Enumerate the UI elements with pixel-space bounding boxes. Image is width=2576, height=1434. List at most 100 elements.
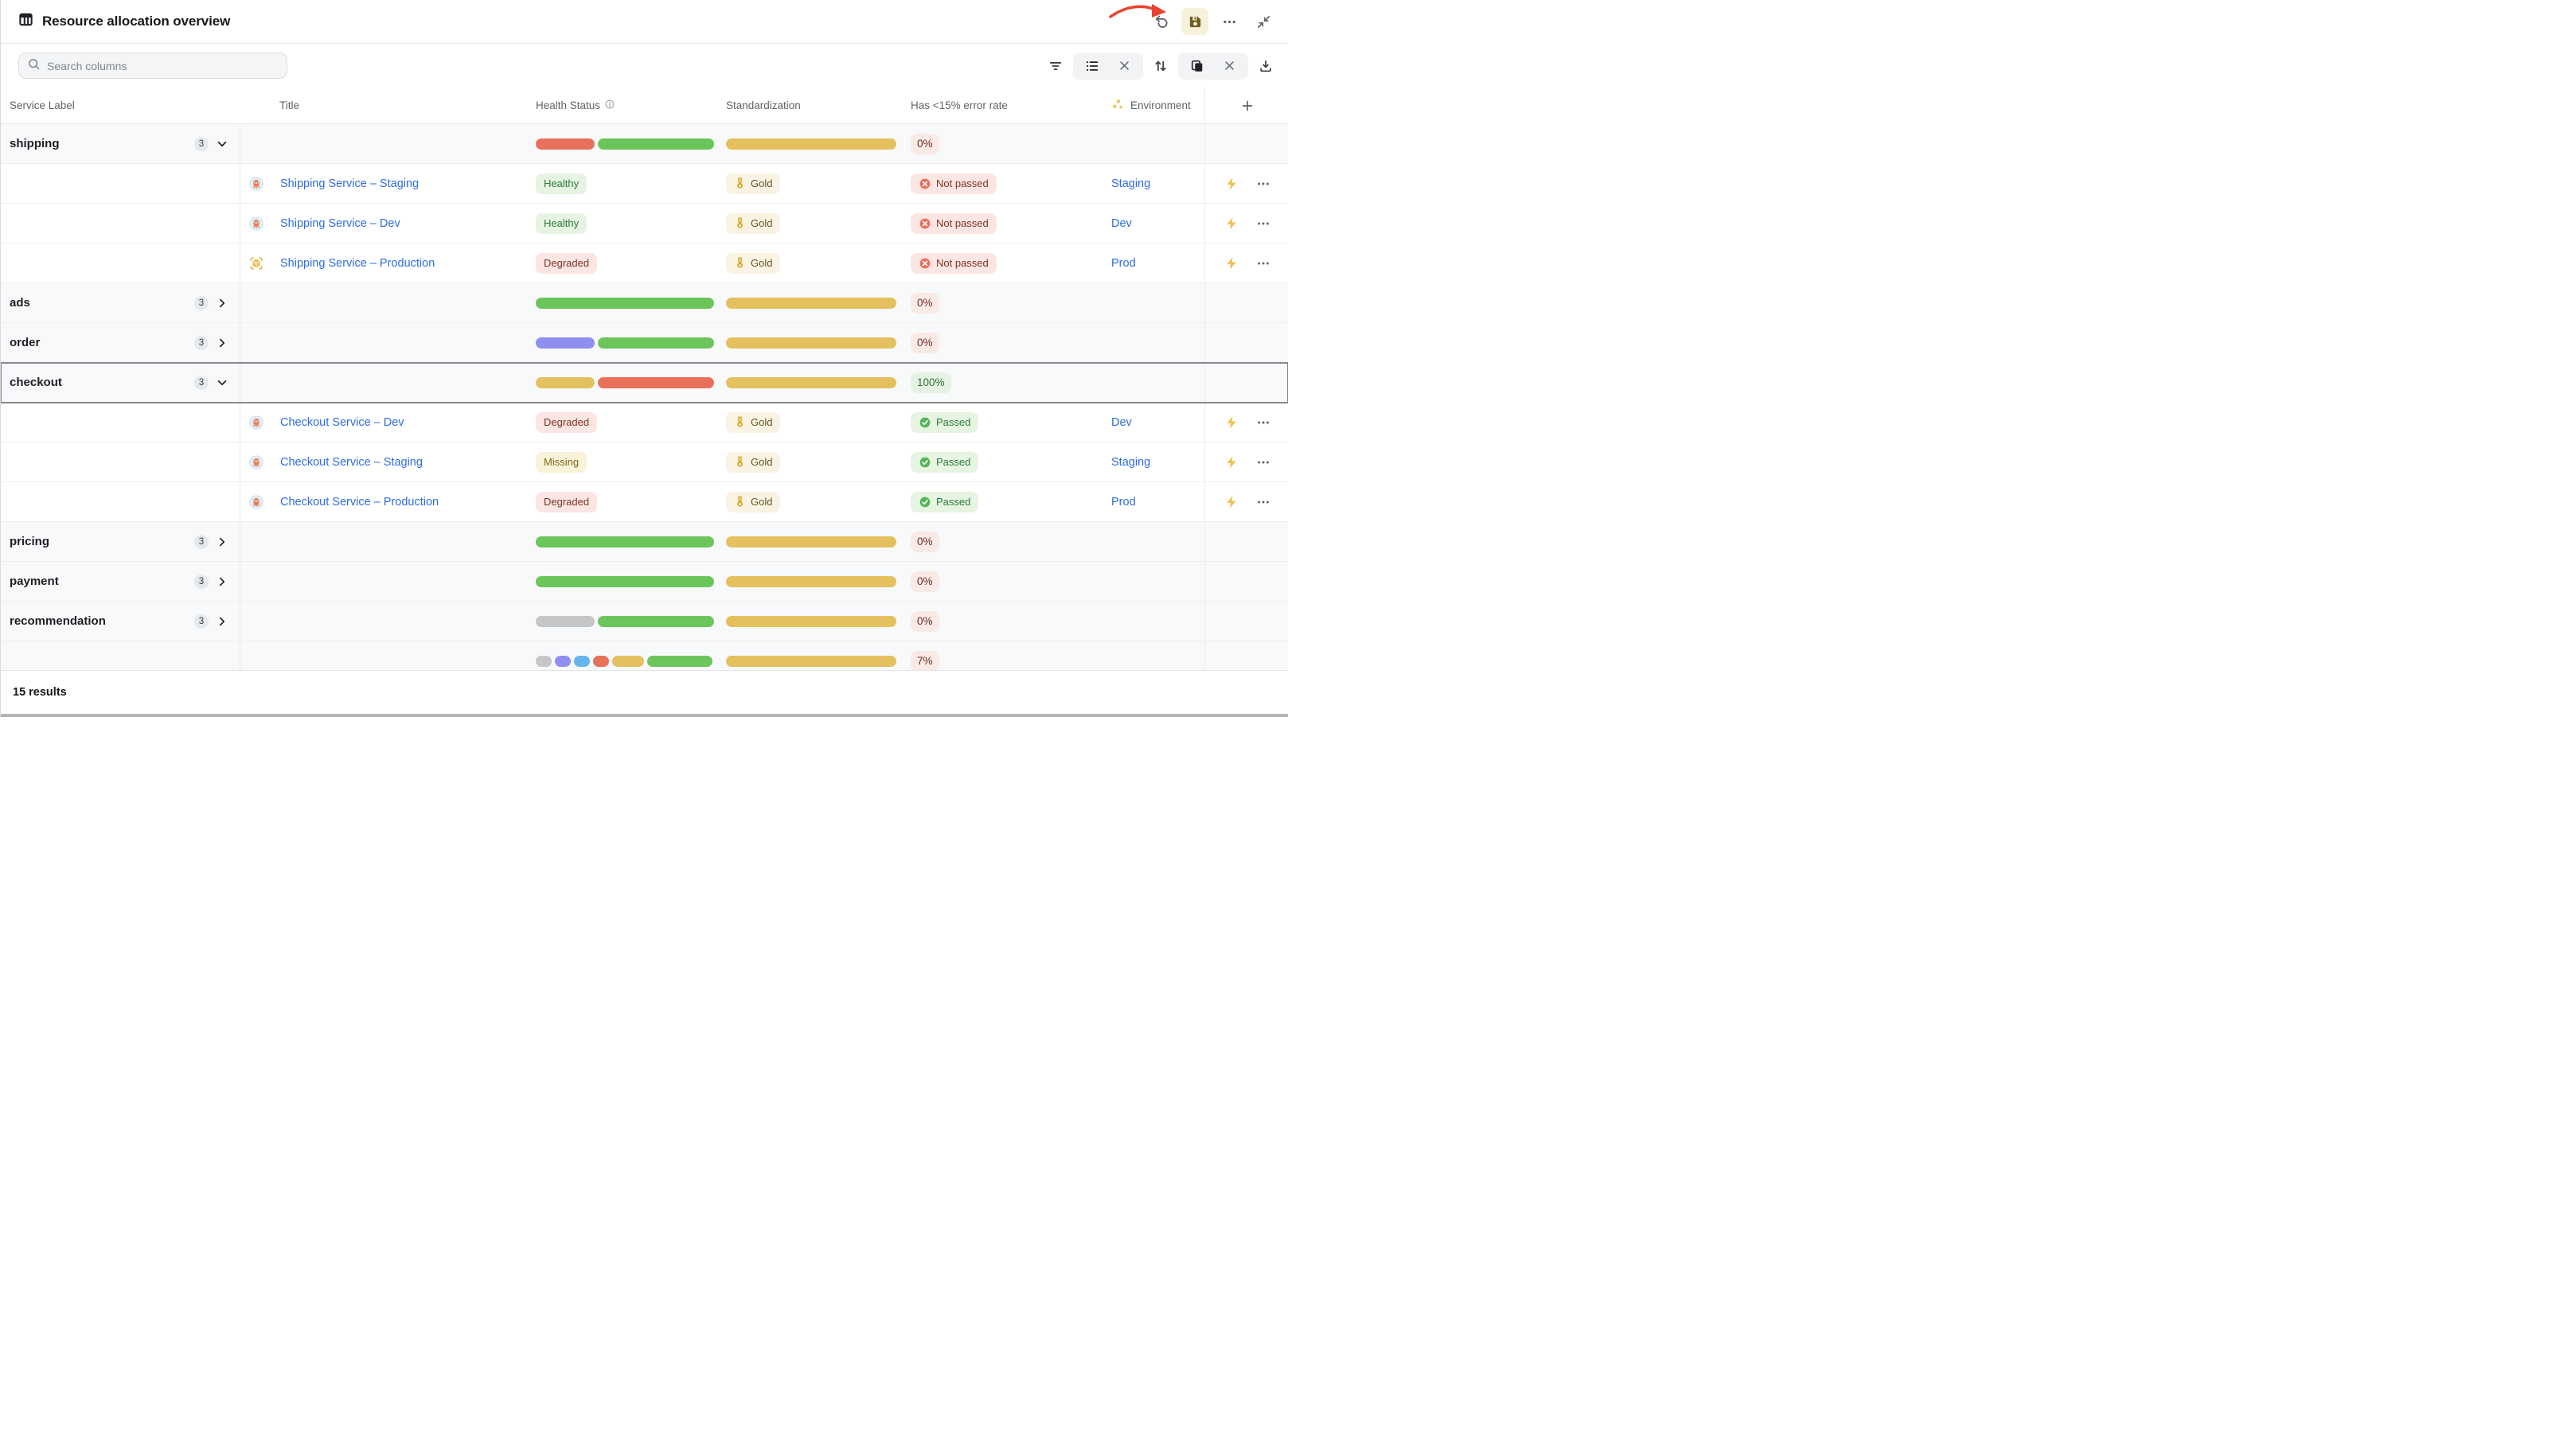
more-options-button[interactable] xyxy=(1216,8,1243,35)
octopus-service-icon xyxy=(249,177,263,191)
cluster-icon xyxy=(1111,98,1125,114)
health-distribution-bar xyxy=(536,616,714,627)
group-view-button[interactable] xyxy=(1186,55,1208,77)
quick-action-button[interactable] xyxy=(1222,214,1241,233)
octopus-service-icon xyxy=(249,415,263,430)
service-title-link[interactable]: Checkout Service – Dev xyxy=(280,416,404,429)
gold-medal-icon xyxy=(734,217,746,229)
list-view-button[interactable] xyxy=(1081,55,1103,77)
expand-toggle[interactable] xyxy=(214,136,230,152)
group-row[interactable]: recommendation30% xyxy=(1,602,1288,641)
page-title: Resource allocation overview xyxy=(42,14,230,29)
service-row[interactable]: Checkout Service – StagingMissingGoldPas… xyxy=(1,442,1288,482)
bar-segment-green xyxy=(598,616,714,627)
group-row[interactable]: checkout3100% xyxy=(1,363,1288,403)
standardization-bar xyxy=(726,298,896,309)
row-menu-button[interactable] xyxy=(1254,493,1273,512)
sort-button[interactable] xyxy=(1149,55,1172,77)
bar-segment-green xyxy=(536,298,714,309)
quick-action-button[interactable] xyxy=(1222,254,1241,273)
column-header-title[interactable]: Title xyxy=(240,99,527,111)
service-row[interactable]: Checkout Service – ProductionDegradedGol… xyxy=(1,482,1288,522)
count-badge: 3 xyxy=(194,137,209,151)
quick-action-button[interactable] xyxy=(1222,413,1241,432)
service-row[interactable]: Shipping Service – StagingHealthyGoldNot… xyxy=(1,164,1288,204)
title-cell: Checkout Service – Staging xyxy=(240,442,527,481)
group-row[interactable]: payment30% xyxy=(1,562,1288,602)
service-row[interactable]: Shipping Service – DevHealthyGoldNot pas… xyxy=(1,204,1288,244)
environment-link[interactable]: Dev xyxy=(1111,416,1132,429)
clear-group-view-button[interactable] xyxy=(1218,55,1240,77)
service-row[interactable]: Shipping Service – ProductionDegradedGol… xyxy=(1,244,1288,283)
undo-button[interactable] xyxy=(1147,8,1174,35)
expand-toggle[interactable] xyxy=(214,614,230,629)
health-distribution-bar xyxy=(536,536,714,547)
service-title-link[interactable]: Checkout Service – Production xyxy=(280,496,439,509)
x-circle-icon xyxy=(919,257,931,270)
filter-button[interactable] xyxy=(1044,55,1067,77)
group-row[interactable]: shipping30% xyxy=(1,124,1288,164)
add-column-button[interactable] xyxy=(1234,92,1261,119)
environment-link[interactable]: Staging xyxy=(1111,456,1150,469)
column-header-error-rate[interactable]: Has <15% error rate xyxy=(903,99,1071,111)
environment-link[interactable]: Dev xyxy=(1111,217,1132,230)
health-status-cell xyxy=(527,562,718,601)
service-title-link[interactable]: Shipping Service – Dev xyxy=(280,217,400,230)
row-menu-button[interactable] xyxy=(1254,413,1273,432)
quick-action-button[interactable] xyxy=(1222,174,1241,193)
quick-action-button[interactable] xyxy=(1222,493,1241,512)
standardization-cell: Gold xyxy=(718,204,903,243)
environment-link[interactable]: Prod xyxy=(1111,496,1136,509)
column-header-service-label[interactable]: Service Label xyxy=(1,99,240,111)
chevron-right-icon xyxy=(216,575,228,588)
group-label: ads xyxy=(10,296,30,310)
search-input[interactable] xyxy=(47,60,279,72)
expand-toggle[interactable] xyxy=(214,335,230,351)
collapse-button[interactable] xyxy=(1250,8,1277,35)
row-menu-button[interactable] xyxy=(1254,214,1273,233)
error-rate-badge: 0% xyxy=(911,571,939,592)
search-icon xyxy=(27,57,41,75)
environment-cell xyxy=(1071,363,1204,402)
group-row[interactable]: ads30% xyxy=(1,283,1288,323)
group-row[interactable]: order30% xyxy=(1,323,1288,363)
column-header-environment[interactable]: Environment xyxy=(1071,98,1204,114)
environment-link[interactable]: Prod xyxy=(1111,257,1136,270)
service-row[interactable]: Checkout Service – DevDegradedGoldPassed… xyxy=(1,403,1288,442)
expand-toggle[interactable] xyxy=(214,534,230,550)
expand-toggle[interactable] xyxy=(214,574,230,590)
health-status-cell: Healthy xyxy=(527,164,718,203)
ellipsis-icon xyxy=(1222,14,1237,29)
clear-list-view-button[interactable] xyxy=(1113,55,1135,77)
download-button[interactable] xyxy=(1255,55,1277,77)
cube-service-icon xyxy=(249,256,263,271)
standardization-cell: Gold xyxy=(718,442,903,481)
group-row[interactable]: pricing30% xyxy=(1,522,1288,562)
bar-segment-gray xyxy=(536,656,552,667)
quick-action-button[interactable] xyxy=(1222,453,1241,472)
check-result-badge: Not passed xyxy=(911,213,997,234)
column-header-health-status[interactable]: Health Status xyxy=(527,99,718,112)
row-menu-button[interactable] xyxy=(1254,453,1273,472)
error-rate-cell: Passed xyxy=(903,442,1071,481)
standardization-cell xyxy=(718,323,903,362)
environment-cell xyxy=(1071,562,1204,601)
health-distribution-bar xyxy=(536,656,712,667)
save-button[interactable] xyxy=(1181,8,1208,35)
octopus-service-icon xyxy=(249,216,263,231)
expand-toggle[interactable] xyxy=(214,375,230,391)
service-title-link[interactable]: Shipping Service – Production xyxy=(280,257,435,270)
row-menu-button[interactable] xyxy=(1254,174,1273,193)
service-title-link[interactable]: Shipping Service – Staging xyxy=(280,177,419,190)
bar-segment-yellow xyxy=(726,576,896,587)
row-menu-button[interactable] xyxy=(1254,254,1273,273)
info-icon xyxy=(604,99,615,112)
group-row[interactable]: 7% xyxy=(1,641,1288,670)
expand-toggle[interactable] xyxy=(214,295,230,311)
column-header-standardization[interactable]: Standardization xyxy=(718,99,903,111)
row-actions-cell xyxy=(1204,641,1288,670)
service-title-link[interactable]: Checkout Service – Staging xyxy=(280,456,423,469)
environment-link[interactable]: Staging xyxy=(1111,177,1150,190)
close-icon xyxy=(1118,60,1130,72)
row-actions-cell xyxy=(1204,403,1288,442)
